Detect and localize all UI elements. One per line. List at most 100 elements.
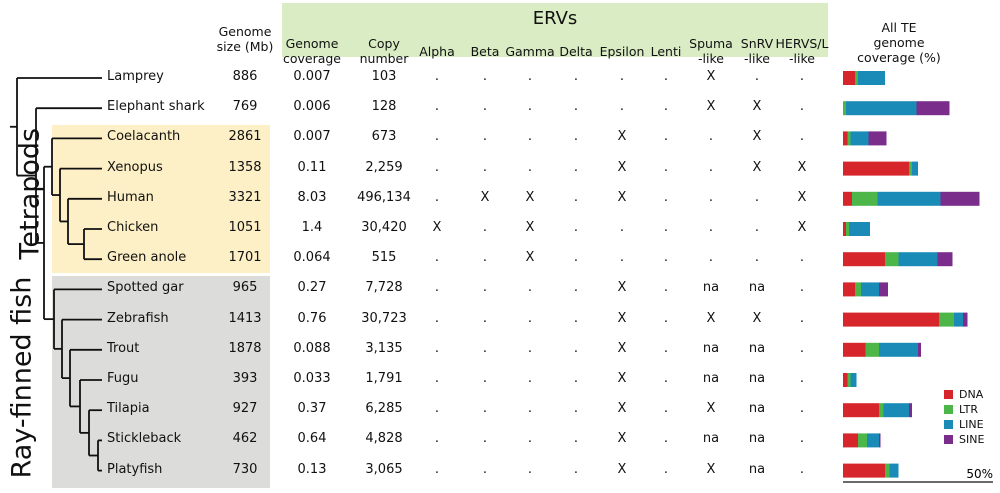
te-bar-dna (843, 403, 879, 418)
erv-cell: . (663, 159, 669, 175)
genome-coverage: 0.033 (293, 371, 331, 386)
te-bar-sine (963, 312, 968, 327)
te-bar-sine (879, 282, 888, 297)
te-bar-dna (843, 463, 885, 478)
erv-cell: . (663, 250, 669, 266)
erv-cell: X (617, 461, 627, 477)
erv-cell: X (617, 371, 627, 386)
te-bar-line (879, 342, 918, 357)
genome-coverage: 0.13 (297, 461, 327, 477)
erv-cell: X (617, 401, 627, 417)
erv-cell: . (799, 129, 805, 145)
species-name: Chicken (107, 220, 159, 235)
te-bar-ltr (865, 342, 879, 357)
erv-cell: . (799, 250, 805, 266)
erv-cell: . (573, 280, 579, 296)
te-bar-ltr (858, 433, 867, 448)
erv-header-gamma: Gamma (503, 44, 557, 59)
erv-cell: X (752, 99, 762, 115)
legend-label-line: LINE (959, 418, 984, 431)
legend-swatch-dna (944, 390, 953, 399)
genome-size: 1358 (228, 159, 262, 175)
te-bar-ltr (843, 101, 846, 116)
genome-coverage: 8.03 (297, 189, 327, 205)
erv-cell: na (702, 431, 720, 447)
te-bar-dna (843, 342, 866, 357)
erv-cell: na (748, 280, 766, 296)
genome-coverage: 0.064 (293, 250, 331, 266)
erv-cell: X (752, 159, 762, 175)
erv-cell: . (527, 99, 533, 115)
copy-number: 1,791 (365, 371, 403, 386)
erv-cell: . (482, 371, 488, 386)
erv-cell: . (799, 280, 805, 296)
erv-cell: X (617, 340, 627, 356)
erv-cell: . (434, 280, 440, 296)
erv-cell: . (434, 189, 440, 205)
genome-size: 462 (232, 431, 258, 447)
te-bar-ltr (879, 403, 884, 418)
all-te-header-line: All TE (881, 20, 917, 35)
erv-cell: . (527, 69, 533, 84)
erv-cell: na (748, 401, 766, 417)
te-bar-ltr (939, 312, 954, 327)
genome-coverage-header: Genome coverage (277, 36, 347, 66)
copy-number: 673 (371, 129, 397, 145)
te-bar-ltr (846, 222, 849, 236)
erv-cell: . (708, 250, 714, 266)
erv-cell: X (480, 189, 490, 205)
erv-cell: . (482, 250, 488, 266)
genome-size: 927 (232, 401, 258, 417)
erv-cell: . (482, 280, 488, 296)
erv-cell: X (432, 220, 442, 235)
erv-cell: . (434, 69, 440, 84)
legend-label-dna: DNA (959, 388, 984, 401)
te-bar-line (877, 191, 941, 206)
genome-size-header-line: size (Mb) (216, 39, 274, 54)
genome-coverage: 0.37 (297, 401, 327, 417)
erv-cell: . (663, 401, 669, 417)
erv-cell: . (434, 159, 440, 175)
te-bar-ltr (885, 252, 899, 267)
copy-number: 2,259 (365, 159, 403, 175)
te-bar-ltr (852, 191, 878, 206)
erv-header-delta: Delta (549, 44, 603, 59)
genome-size: 769 (232, 99, 258, 115)
genome-size: 886 (232, 69, 258, 84)
erv-cell: X (617, 280, 627, 296)
te-bar-line (867, 433, 879, 448)
erv-cell: . (663, 371, 669, 386)
erv-cell: . (482, 69, 488, 84)
erv-cell: . (754, 69, 760, 84)
te-bar-sine (868, 131, 887, 146)
erv-cell: . (799, 371, 805, 386)
genome-coverage: 0.11 (297, 159, 327, 175)
te-bar-line (861, 282, 879, 297)
erv-cell: . (708, 159, 714, 175)
erv-cell: . (663, 69, 669, 84)
genome-coverage-header-line: coverage (282, 51, 342, 66)
genome-coverage-header-line: Genome (285, 36, 339, 51)
te-bar-dna (843, 433, 858, 448)
species-name: Human (107, 189, 154, 205)
erv-cell: . (573, 159, 579, 175)
legend-swatch-sine (944, 435, 953, 444)
te-bar-sine (918, 342, 921, 357)
erv-cell: . (482, 220, 488, 235)
copy-number: 515 (371, 250, 397, 266)
erv-cell: . (573, 99, 579, 115)
erv-cell: . (573, 250, 579, 266)
erv-cell: . (434, 371, 440, 386)
te-bar-dna (843, 252, 885, 267)
erv-cell: . (527, 310, 533, 326)
erv-cell: . (708, 220, 714, 235)
erv-cell: . (799, 461, 805, 477)
erv-cell: X (617, 189, 627, 205)
erv-cell: X (797, 189, 807, 205)
species-name: Stickleback (107, 431, 182, 447)
te-bar-ltr (855, 71, 858, 85)
erv-cell: X (617, 159, 627, 175)
erv-cell: X (617, 431, 627, 447)
